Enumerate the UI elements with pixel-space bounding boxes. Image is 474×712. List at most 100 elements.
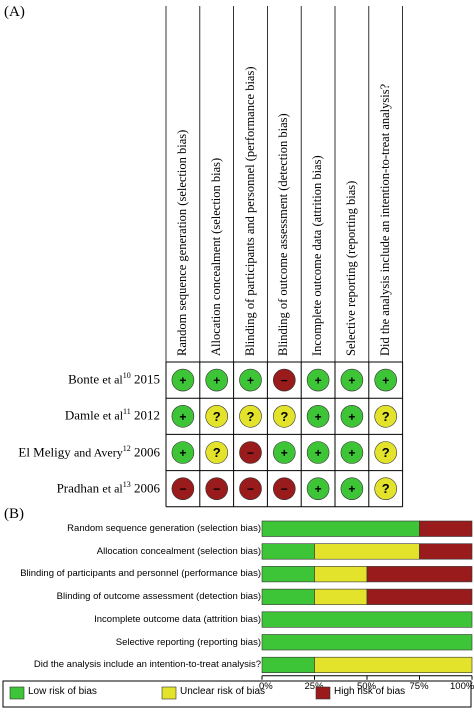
summary-category-label: Did the analysis include an intention-to…: [33, 659, 261, 671]
summary-bar-low: [261, 566, 315, 583]
judgement-symbol: ?: [382, 409, 390, 424]
legend-label: Low risk of bias: [28, 686, 97, 697]
study-year: 2006: [134, 443, 160, 459]
x-tick-label: 25%: [304, 680, 324, 692]
study-authors-suffix: et al: [102, 408, 124, 423]
judgement-symbol: +: [315, 410, 322, 424]
study-label: Bonte et al10 2015: [68, 371, 160, 387]
panel-b-label: (B): [4, 506, 24, 522]
judgement-symbol: ?: [247, 409, 255, 424]
study-year: 2006: [134, 480, 160, 496]
x-tick-label: 50%: [357, 680, 377, 692]
judgement-symbol: +: [315, 374, 322, 388]
study-authors-suffix: et al: [102, 372, 123, 387]
legend-label: Unclear risk of bias: [180, 686, 266, 697]
summary-bar-unclear: [314, 543, 420, 560]
judgement-symbol: +: [315, 482, 322, 496]
judgement-low-mark: [340, 368, 364, 392]
summary-bar-low: [261, 520, 420, 537]
legend-label: High risk of bias: [334, 686, 406, 697]
legend-swatch-low: [9, 686, 25, 700]
study-reference: 12: [122, 443, 131, 453]
judgement-high-mark: [205, 477, 228, 501]
summary-category-label: Allocation concealment (selection bias): [96, 545, 261, 557]
summary-bar-unclear: [314, 656, 473, 674]
judgement-low-mark: [306, 368, 330, 392]
judgement-low-mark: [171, 368, 195, 392]
study-reference: 11: [123, 407, 131, 417]
judgement-unclear-mark: [272, 404, 296, 428]
summary-bar-low: [261, 611, 473, 628]
judgement-symbol: −: [213, 482, 220, 496]
judgement-unclear-mark: [205, 441, 228, 464]
judgement-low-mark: [171, 404, 195, 428]
summary-category-label: Blinding of participants and personnel (…: [20, 568, 261, 580]
study-name: Damle: [64, 407, 100, 423]
judgement-low-mark: [272, 441, 296, 464]
judgement-high-mark: [239, 477, 262, 501]
summary-bar-unclear: [314, 566, 368, 583]
judgement-symbol: ?: [213, 409, 221, 424]
judgement-symbol: −: [247, 482, 254, 496]
study-year: 2015: [134, 371, 160, 387]
judgement-low-mark: [306, 404, 330, 428]
judgement-unclear-mark: [239, 404, 262, 428]
judgement-high-mark: [272, 368, 296, 392]
summary-bar-low: [261, 543, 315, 560]
judgement-low-mark: [340, 477, 364, 501]
summary-category-label: Blinding of outcome assessment (detectio…: [56, 591, 261, 603]
judgement-symbol: +: [348, 482, 355, 496]
study-authors-suffix: et al: [102, 481, 123, 496]
judgement-high-mark: [272, 477, 296, 501]
judgement-symbol: +: [315, 446, 322, 460]
summary-bar-low: [261, 588, 315, 605]
judgement-symbol: +: [179, 374, 186, 388]
summary-category-label: Incomplete outcome data (attrition bias): [94, 613, 261, 625]
judgement-symbol: ?: [280, 409, 288, 424]
judgement-low-mark: [171, 441, 195, 464]
judgement-symbol: −: [281, 374, 288, 388]
judgement-symbol: ?: [382, 481, 390, 496]
study-name: Pradhan: [56, 480, 100, 496]
judgement-unclear-mark: [374, 404, 398, 428]
x-tick-label: 0%: [259, 680, 273, 692]
panel-a-label: (A): [4, 4, 25, 20]
study-name: Bonte: [68, 371, 100, 387]
judgement-symbol: +: [281, 446, 288, 460]
judgement-low-mark: [340, 404, 364, 428]
summary-category-label: Selective reporting (reporting bias): [115, 636, 261, 648]
judgement-symbol: +: [179, 446, 186, 460]
judgement-low-mark: [306, 441, 330, 464]
judgement-symbol: +: [348, 446, 355, 460]
judgement-low-mark: [306, 477, 330, 501]
judgement-high-mark: [171, 477, 195, 501]
judgement-unclear-mark: [374, 477, 398, 501]
judgement-low-mark: [205, 368, 228, 392]
summary-bar-low: [261, 634, 473, 651]
judgement-low-mark: [239, 368, 262, 392]
legend-box: [2, 680, 472, 708]
judgement-symbol: +: [179, 410, 186, 424]
judgement-symbol: +: [247, 374, 254, 388]
judgement-unclear-mark: [374, 441, 398, 464]
study-name: El Meligy: [18, 443, 71, 459]
study-reference: 10: [122, 371, 131, 381]
judgement-symbol: −: [281, 482, 288, 496]
summary-bar-high: [419, 520, 473, 537]
legend-swatch-unclear: [161, 686, 177, 700]
study-label: Damle et al11 2012: [65, 407, 160, 423]
judgement-symbol: ?: [382, 445, 390, 460]
judgement-high-mark: [239, 441, 262, 464]
judgement-symbol: +: [348, 374, 355, 388]
study-authors-suffix: and Avery: [73, 444, 123, 459]
judgement-symbol: +: [348, 410, 355, 424]
summary-bar-unclear: [314, 588, 368, 605]
summary-bar-high: [366, 588, 473, 605]
study-year: 2012: [134, 407, 160, 423]
study-label: Pradhan et al13 2006: [57, 480, 160, 496]
legend-swatch-high: [315, 686, 331, 700]
x-tick-label: 75%: [409, 680, 429, 692]
judgement-symbol: −: [179, 482, 186, 496]
judgement-symbol: ?: [213, 445, 221, 460]
summary-category-label: Random sequence generation (selection bi…: [67, 523, 261, 534]
